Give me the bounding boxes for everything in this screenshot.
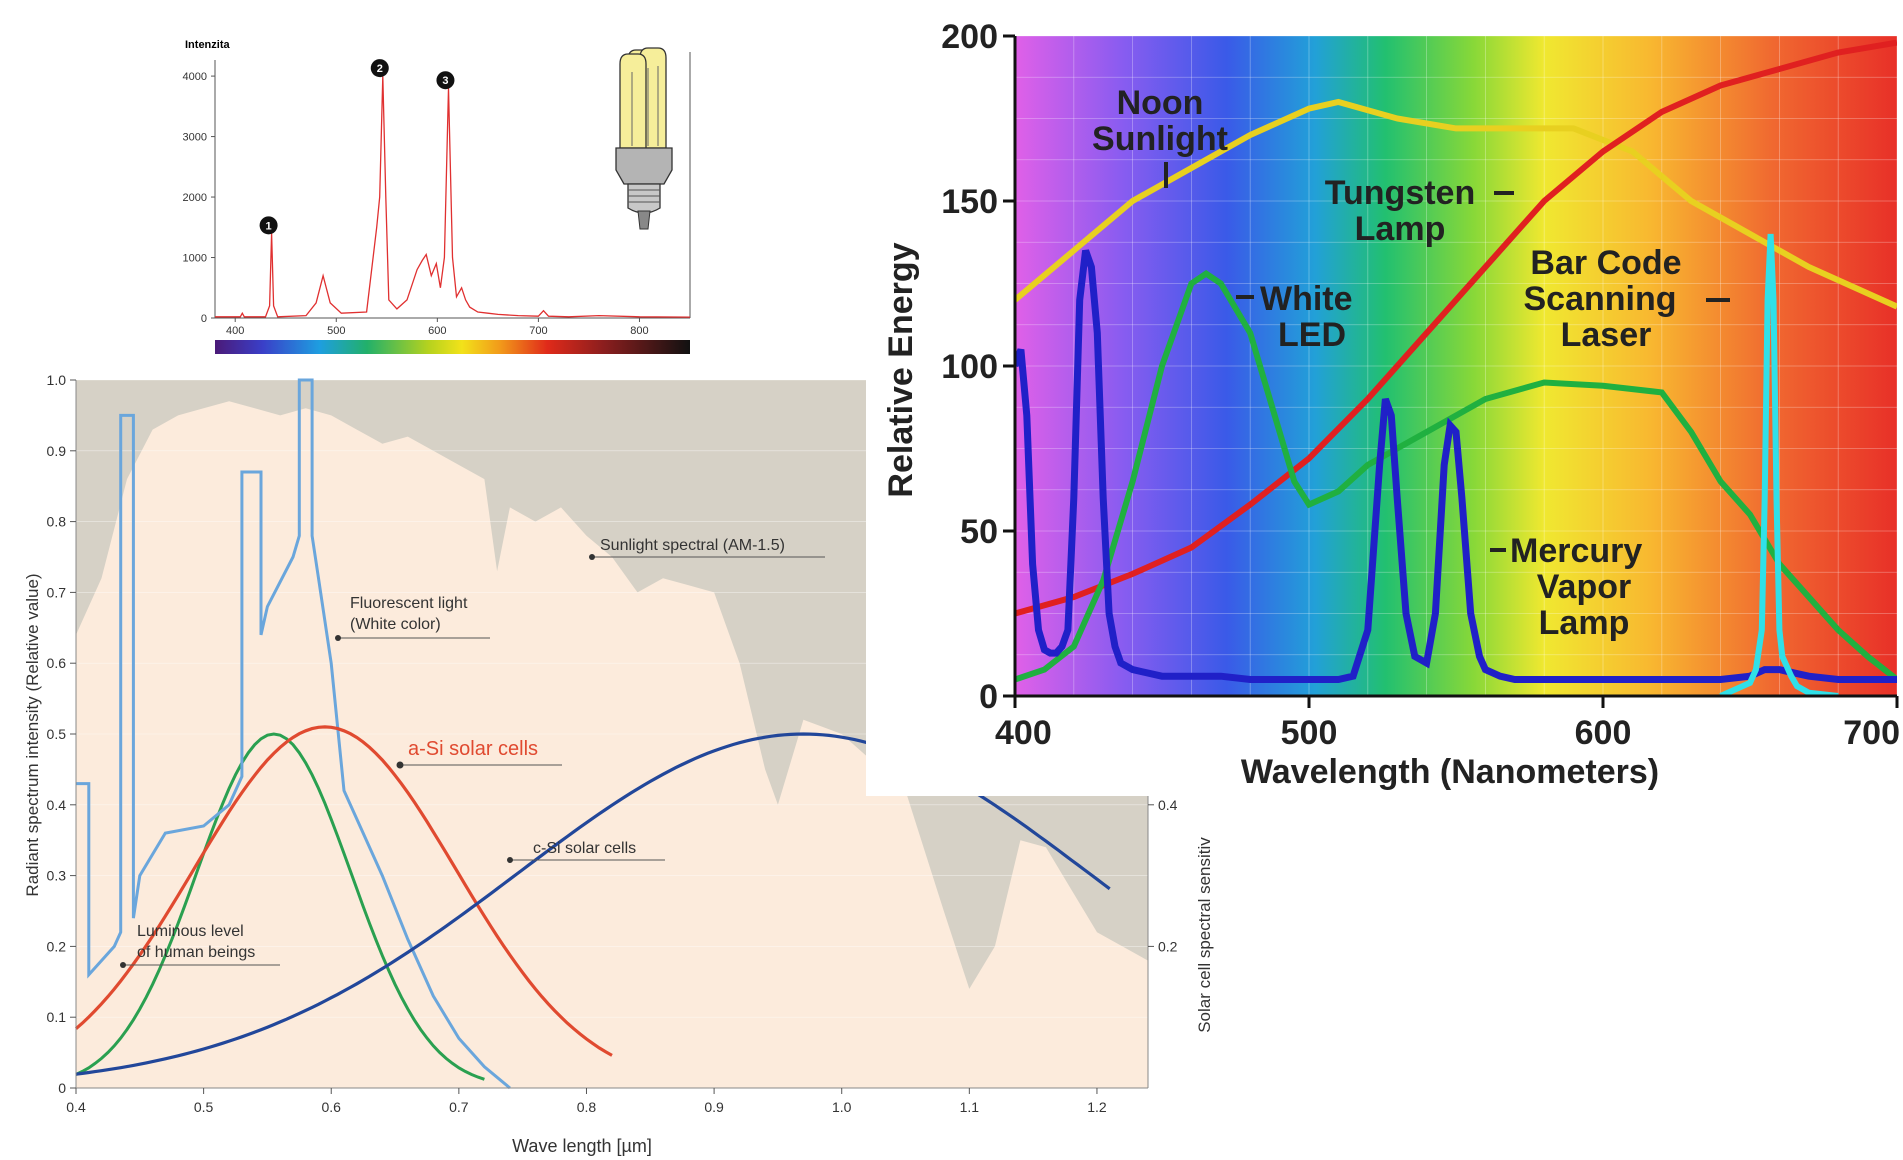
solar-y-tick-label: 0.3 (47, 868, 67, 884)
solar-y-tick-label: 0.5 (47, 726, 67, 742)
tungsten-label-2: Lamp (1355, 210, 1446, 248)
cfl-y-ticks: 0 1000 2000 3000 4000 (183, 71, 215, 325)
tungsten-lamp-curve (1015, 39, 1897, 617)
a-si-annotation: a-Si solar cells (408, 738, 538, 760)
cfl-peak-marker (370, 59, 389, 78)
solar-x-tick-label: 0.6 (322, 1099, 342, 1115)
solar-x-tick-label: 0.9 (704, 1099, 724, 1115)
solar-right-tick-label: 0.4 (1158, 797, 1178, 813)
solar-x-tick-label: 1.0 (832, 1099, 852, 1115)
laser-label-1: Bar Code (1530, 244, 1681, 282)
cfl-x-tick-label: 400 (226, 325, 244, 337)
solar-y-ticks: 0 0.1 0.2 0.3 0.4 0.5 0.6 0.7 0.8 0.9 1.0 (47, 372, 76, 1096)
cfl-x-tick-label: 800 (630, 325, 648, 337)
mercury-label-2: Vapor (1537, 568, 1631, 606)
solar-y-tick-label: 1.0 (47, 372, 67, 388)
cfl-bulb-icon (615, 47, 673, 230)
solar-y-tick-label: 0.6 (47, 655, 67, 671)
lamp-x-tick-label: 600 (1575, 714, 1632, 752)
solar-y-tick-label: 0.9 (47, 443, 67, 459)
lamp-y-tick-label: 50 (960, 513, 998, 551)
lamp-spectrum-chart: 0 50 100 150 200 400 500 600 700 Relative Energ… (866, 6, 1902, 796)
visible-spectrum-bar (215, 340, 690, 354)
cfl-spectrum-chart: Intenzita 0 1000 2000 3000 4000 400 500 600 700… (183, 39, 691, 354)
solar-x-tick-label: 1.2 (1087, 1099, 1107, 1115)
lamp-x-ticks: 400 500 600 700 (995, 696, 1900, 752)
cfl-peak-marker (259, 216, 278, 235)
solar-annotations: Sunlight spectral (AM-1.5) Fluorescent l… (120, 537, 825, 968)
luminous-annotation-1: Luminous level (137, 923, 244, 940)
solar-x-tick-label: 0.7 (449, 1099, 469, 1115)
led-label-1: White (1260, 280, 1353, 318)
cfl-x-ticks: 400 500 600 700 800 (226, 318, 649, 337)
lamp-x-tick-label: 700 (1843, 714, 1900, 752)
c-si-annotation: c-Si solar cells (533, 840, 636, 857)
a-si-solar-cells-curve (74, 725, 613, 1057)
luminous-annotation-2: of human beings (137, 944, 255, 961)
fluorescent-light-curve (76, 378, 511, 1090)
noon-label-2: Sunlight (1092, 120, 1228, 158)
fluorescent-annotation-2: (White color) (350, 616, 441, 633)
cfl-peak-label: 1 (266, 220, 272, 232)
solar-x-tick-label: 0.8 (577, 1099, 597, 1115)
tungsten-label-1: Tungsten (1325, 174, 1475, 212)
cfl-peak-marker (436, 71, 455, 90)
cfl-x-tick-label: 700 (529, 325, 547, 337)
cfl-y-tick-label: 1000 (183, 253, 207, 265)
solar-y-tick-label: 0.8 (47, 514, 67, 530)
solar-y-tick-label: 0.7 (47, 584, 67, 600)
fluorescent-annotation-1: Fluorescent light (350, 595, 468, 612)
laser-label-2: Scanning (1523, 280, 1676, 318)
solar-y-tick-label: 0.1 (47, 1009, 67, 1025)
solar-y-tick-label: 0 (58, 1080, 66, 1096)
cfl-y-tick-label: 3000 (183, 132, 207, 144)
cfl-peak-label: 3 (442, 75, 448, 87)
cfl-peak-label: 2 (377, 63, 383, 75)
solar-x-tick-label: 0.4 (66, 1099, 86, 1115)
cfl-spectrum-line (215, 76, 691, 318)
solar-x-tick-label: 1.1 (960, 1099, 980, 1115)
cfl-peak-markers: 1 2 3 (259, 59, 455, 235)
cfl-y-axis-label: Intenzita (185, 39, 230, 51)
lamp-x-tick-label: 400 (995, 714, 1052, 752)
solar-y-tick-label: 0.4 (47, 797, 67, 813)
bar-code-laser-curve (1719, 233, 1839, 696)
solar-y-axis-label: Radiant spectrum intensity (Relative val… (23, 573, 42, 896)
cfl-y-tick-label: 0 (201, 313, 207, 325)
solar-x-axis-label: Wave length [µm] (512, 1136, 652, 1156)
cfl-y-tick-label: 2000 (183, 192, 207, 204)
mercury-label-3: Lamp (1539, 604, 1630, 642)
lamp-x-tick-label: 500 (1281, 714, 1338, 752)
lamp-y-tick-label: 150 (941, 183, 998, 221)
solar-right-axis-label: Solar cell spectral sensitiv (1195, 837, 1214, 1033)
noon-label-1: Noon (1117, 84, 1204, 122)
lamp-y-tick-label: 100 (941, 348, 998, 386)
lamp-series-labels: Noon Sunlight Tungsten Lamp White LED Ba… (1092, 84, 1730, 642)
solar-x-ticks: 0.4 0.5 0.6 0.7 0.8 0.9 1.0 1.1 1.2 (66, 1088, 1107, 1115)
lamp-x-axis-label: Wavelength (Nanometers) (1241, 753, 1659, 791)
luminous-level-curve (75, 732, 485, 1081)
lamp-y-ticks: 0 50 100 150 200 (941, 18, 1015, 716)
lamp-y-tick-label: 0 (979, 678, 998, 716)
laser-label-3: Laser (1561, 316, 1652, 354)
cfl-y-tick-label: 4000 (183, 71, 207, 83)
solar-y-tick-label: 0.2 (47, 938, 67, 954)
mercury-label-1: Mercury (1510, 532, 1642, 570)
cfl-x-tick-label: 500 (327, 325, 345, 337)
solar-right-tick-label: 0.2 (1158, 938, 1178, 954)
mercury-vapor-lamp-curve (1015, 249, 1897, 683)
sunlight-annotation: Sunlight spectral (AM-1.5) (600, 537, 785, 554)
cfl-x-tick-label: 600 (428, 325, 446, 337)
lamp-y-tick-label: 200 (941, 18, 998, 56)
solar-x-tick-label: 0.5 (194, 1099, 214, 1115)
led-label-2: LED (1278, 316, 1346, 354)
lamp-y-axis-label: Relative Energy (882, 242, 920, 497)
